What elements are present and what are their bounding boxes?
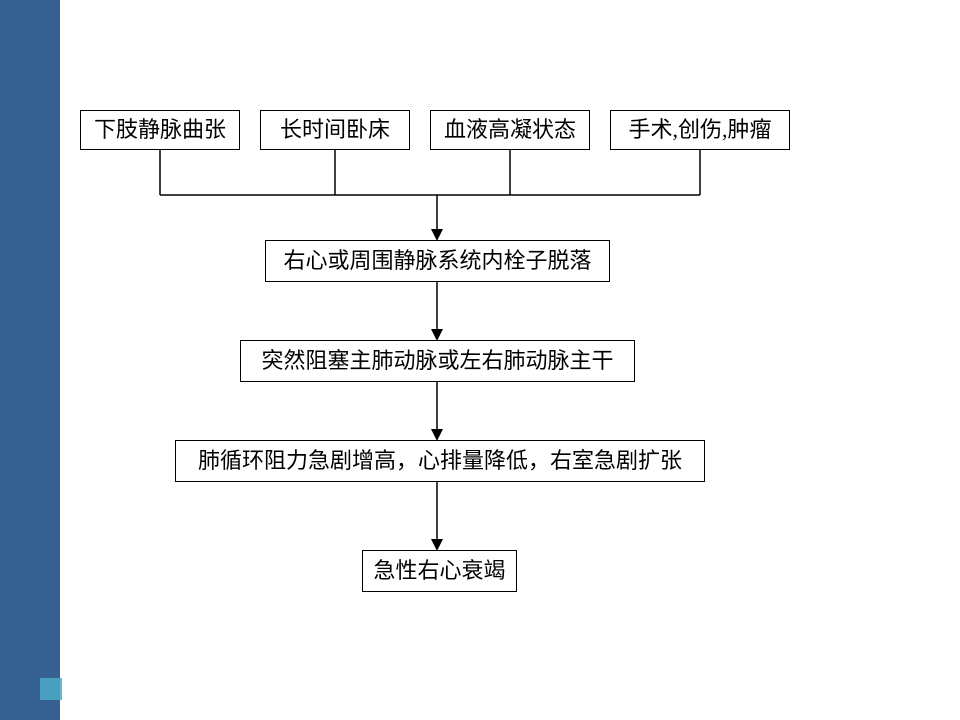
node-label: 急性右心衰竭 (373, 558, 505, 584)
node-pa-occlusion: 突然阻塞主肺动脉或左右肺动脉主干 (240, 340, 635, 382)
node-cause-surgery: 手术,创伤,肿瘤 (610, 110, 790, 150)
node-rv-failure: 急性右心衰竭 (362, 550, 517, 592)
node-label: 手术,创伤,肿瘤 (628, 117, 771, 143)
node-pulm-resistance: 肺循环阻力急剧增高，心排量降低，右室急剧扩张 (175, 440, 705, 482)
node-label: 肺循环阻力急剧增高，心排量降低，右室急剧扩张 (198, 448, 682, 474)
node-label: 突然阻塞主肺动脉或左右肺动脉主干 (261, 348, 613, 374)
node-cause-bedrest: 长时间卧床 (260, 110, 410, 150)
node-label: 右心或周围静脉系统内栓子脱落 (283, 248, 591, 274)
node-label: 血液高凝状态 (444, 117, 576, 143)
flowchart-canvas: 下肢静脉曲张 长时间卧床 血液高凝状态 手术,创伤,肿瘤 右心或周围静脉系统内栓… (0, 0, 960, 720)
node-cause-hypercoag: 血液高凝状态 (430, 110, 590, 150)
node-embolus-detach: 右心或周围静脉系统内栓子脱落 (265, 240, 610, 282)
node-label: 长时间卧床 (280, 117, 390, 143)
node-label: 下肢静脉曲张 (94, 117, 226, 143)
node-cause-varicose: 下肢静脉曲张 (80, 110, 240, 150)
